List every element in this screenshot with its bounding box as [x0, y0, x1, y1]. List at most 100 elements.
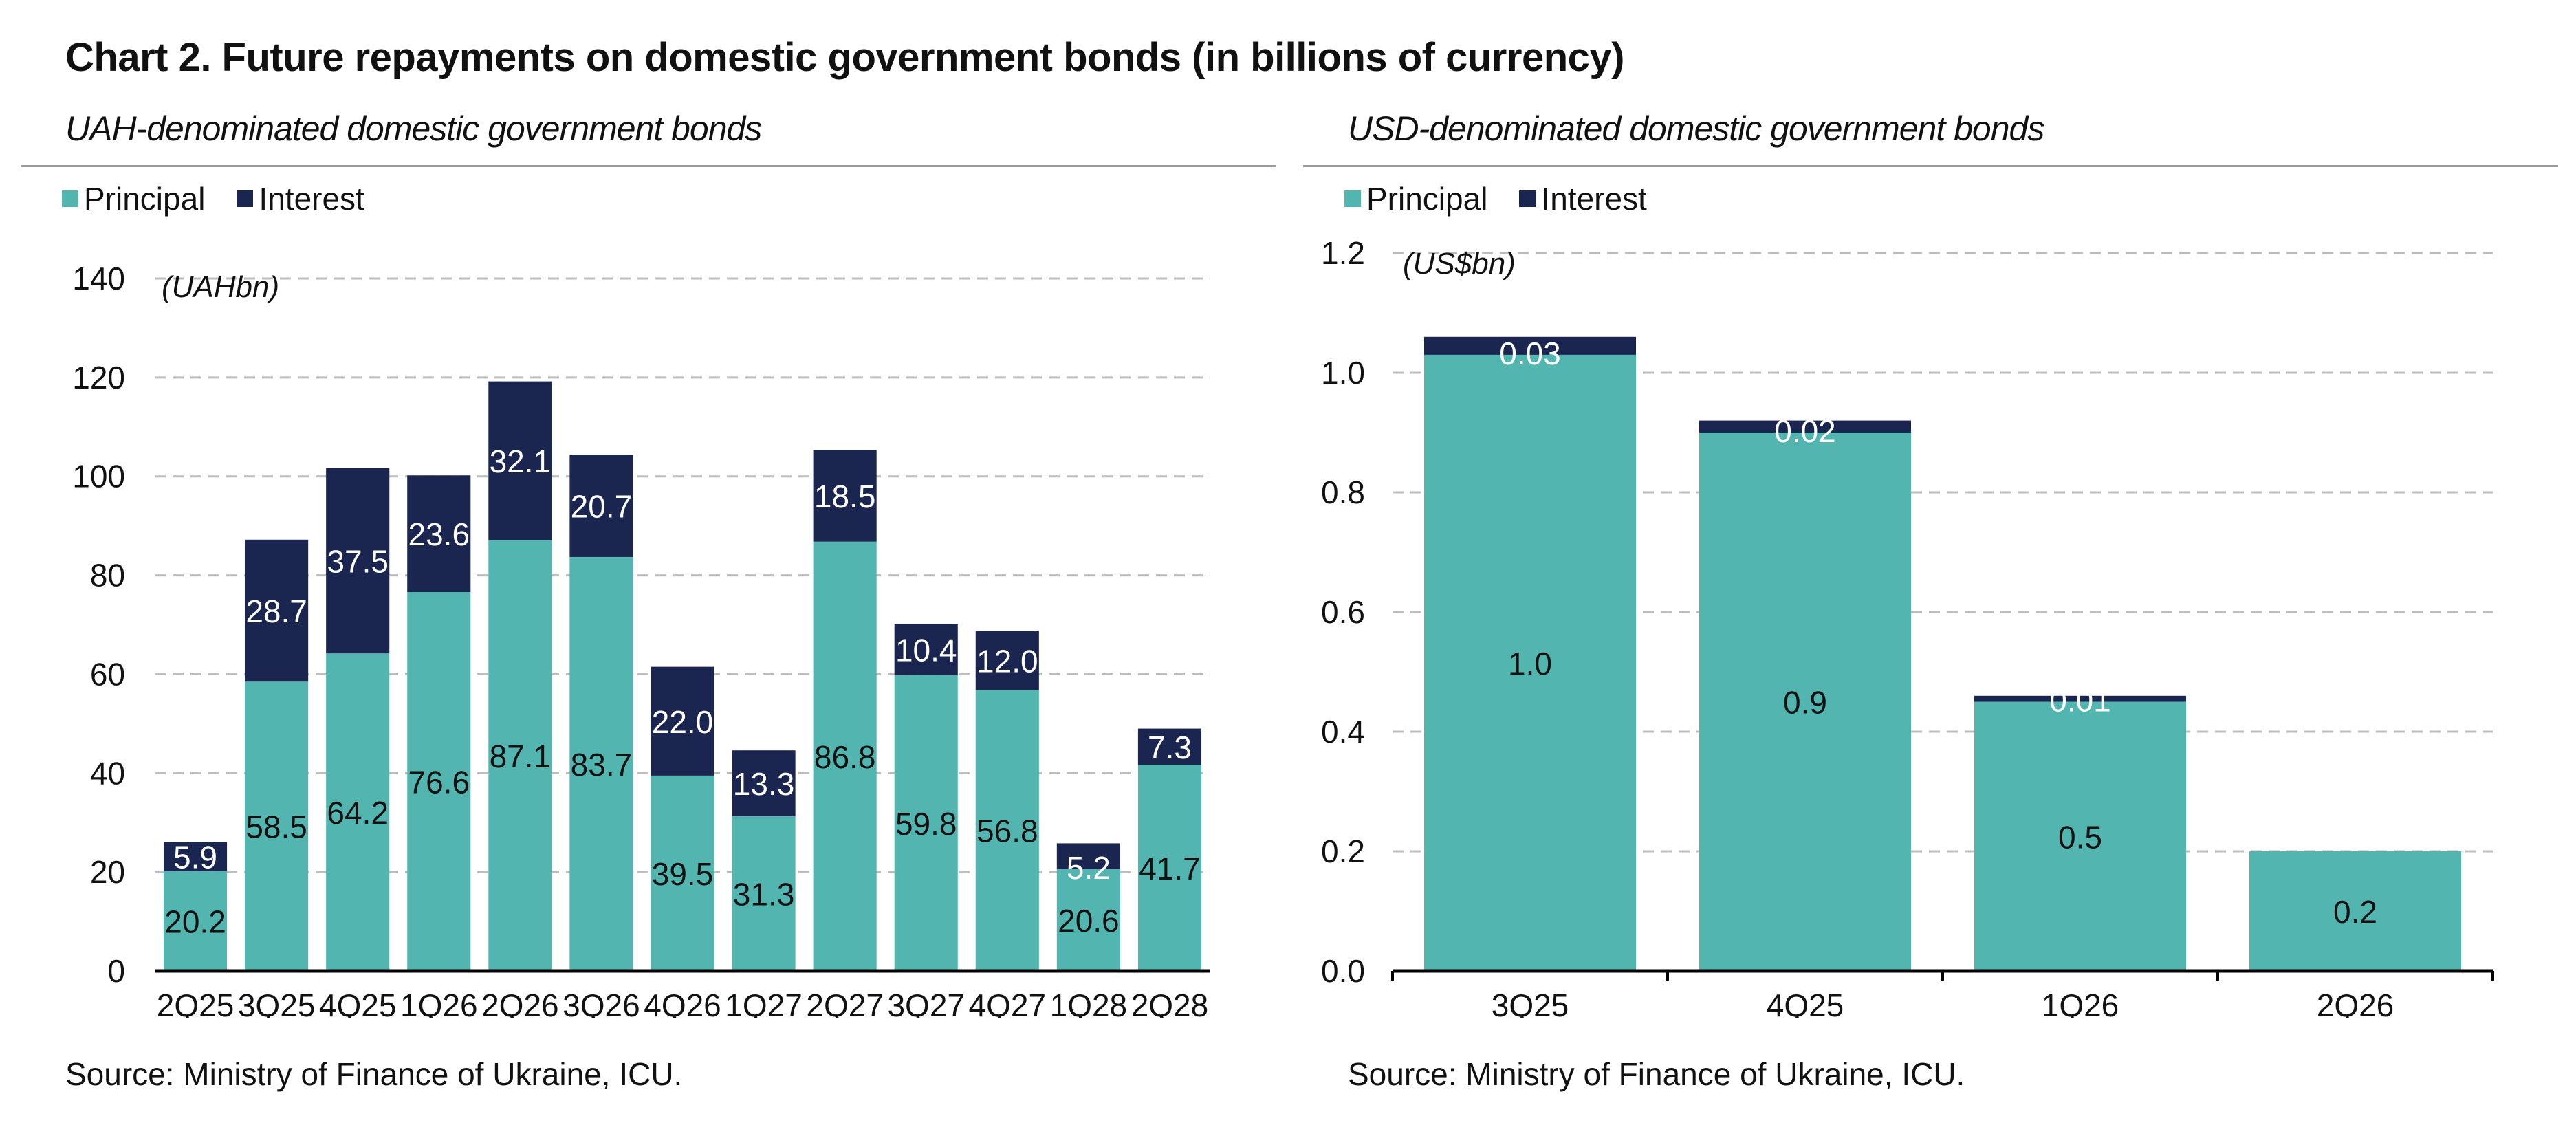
uah-bar-interest	[651, 666, 714, 776]
uah-y-tick-label: 20	[90, 854, 125, 890]
uah-y-tick-label: 40	[90, 755, 125, 791]
usd-legend-principal: Principal	[1344, 180, 1487, 217]
usd-bar-principal	[2249, 851, 2461, 971]
uah-x-tick-label: 3Q26	[563, 987, 640, 1018]
uah-principal-data-label: 87.1	[490, 739, 552, 774]
uah-bar-principal	[407, 592, 471, 971]
usd-x-tick-label: 3Q25	[1492, 987, 1569, 1018]
chart-title: Chart 2. Future repayments on domestic g…	[65, 35, 1624, 80]
uah-bar-interest	[894, 624, 958, 675]
uah-bar-chart: 0 20 40 60 80 100 120 140 (UAHbn) 20.2 5.9 2Q25 58.5…	[72, 261, 1210, 1018]
uah-x-tick-label: 2Q25	[157, 987, 234, 1018]
uah-chart-subtitle: UAH-denominated domestic government bond…	[65, 109, 762, 148]
usd-x-tick-label: 4Q25	[1767, 987, 1844, 1018]
usd-chart-subtitle: USD-denominated domestic government bond…	[1348, 109, 2044, 148]
uah-principal-data-label: 20.6	[1058, 903, 1120, 939]
uah-bar-principal	[488, 540, 552, 971]
uah-interest-data-label: 5.9	[173, 839, 217, 875]
usd-bar-interest	[1699, 420, 1911, 433]
uah-bar-interest	[732, 750, 796, 816]
usd-source-note: Source: Ministry of Finance of Ukraine, …	[1348, 1056, 1965, 1092]
uah-bar-principal	[326, 653, 390, 971]
uah-interest-data-label: 7.3	[1148, 730, 1192, 765]
principal-swatch-icon	[1344, 190, 1361, 207]
uah-y-tick-label: 120	[72, 360, 125, 395]
uah-bar-interest	[488, 381, 552, 540]
usd-y-tick-label: 1.2	[1321, 235, 1365, 271]
uah-legend-principal-label: Principal	[84, 181, 206, 217]
uah-y-tick-label: 100	[72, 459, 125, 494]
uah-bar-principal	[245, 681, 309, 971]
uah-legend-interest: Interest	[237, 180, 364, 217]
uah-bar-principal	[163, 871, 228, 971]
usd-legend-interest: Interest	[1519, 180, 1647, 217]
usd-interest-data-label: 0.03	[1499, 336, 1561, 371]
uah-bar-principal	[894, 675, 958, 971]
uah-bar-interest	[407, 475, 471, 593]
uah-y-tick-label: 60	[90, 656, 125, 692]
uah-x-tick-label: 4Q26	[644, 987, 721, 1018]
uah-bar-principal	[569, 556, 633, 971]
usd-x-tick-label: 2Q26	[2317, 987, 2394, 1018]
uah-x-tick-label: 3Q27	[887, 987, 965, 1018]
uah-interest-data-label: 22.0	[652, 704, 714, 740]
usd-principal-data-label: 0.5	[2058, 819, 2102, 855]
usd-principal-data-label: 0.2	[2333, 894, 2377, 930]
usd-header-divider	[1303, 165, 2558, 167]
interest-swatch-icon	[1519, 190, 1536, 207]
uah-bar-principal	[651, 775, 714, 971]
uah-interest-data-label: 23.6	[408, 516, 470, 552]
uah-y-tick-label: 140	[72, 261, 125, 296]
uah-x-tick-label: 1Q27	[725, 987, 803, 1018]
uah-bar-interest	[813, 450, 877, 542]
uah-chart-panel: UAH-denominated domestic government bond…	[21, 0, 1276, 1125]
uah-principal-data-label: 86.8	[814, 739, 876, 775]
uah-x-tick-label: 2Q28	[1131, 987, 1209, 1018]
uah-interest-data-label: 28.7	[245, 593, 307, 629]
uah-principal-data-label: 58.5	[245, 809, 307, 845]
uah-interest-data-label: 18.5	[814, 479, 876, 514]
uah-bar-interest	[245, 539, 309, 682]
usd-bar-principal	[1699, 433, 1911, 971]
usd-y-tick-label: 0.6	[1321, 594, 1365, 630]
uah-legend-interest-label: Interest	[259, 181, 364, 217]
uah-interest-data-label: 37.5	[327, 543, 389, 579]
usd-principal-data-label: 0.9	[1783, 685, 1827, 721]
uah-x-tick-label: 3Q25	[238, 987, 316, 1018]
uah-interest-data-label: 32.1	[490, 444, 552, 479]
uah-y-tick-label: 0	[107, 953, 125, 989]
usd-bar-interest	[1974, 695, 2186, 702]
usd-unit-label: (US$bn)	[1403, 247, 1516, 281]
uah-principal-data-label: 20.2	[164, 904, 226, 939]
uah-source-note: Source: Ministry of Finance of Ukraine, …	[65, 1056, 683, 1092]
usd-y-tick-label: 1.0	[1321, 355, 1365, 391]
uah-interest-data-label: 10.4	[895, 632, 957, 668]
uah-interest-data-label: 13.3	[733, 766, 795, 802]
usd-y-tick-label: 0.0	[1321, 953, 1365, 989]
uah-interest-data-label: 20.7	[571, 489, 633, 525]
usd-legend-interest-label: Interest	[1541, 181, 1647, 217]
uah-bar-principal	[1056, 869, 1120, 971]
usd-chart-panel: USD-denominated domestic government bond…	[1303, 0, 2558, 1125]
uah-principal-data-label: 31.3	[733, 876, 795, 912]
uah-x-tick-label: 4Q25	[319, 987, 397, 1018]
uah-x-tick-label: 1Q28	[1050, 987, 1128, 1018]
uah-interest-data-label: 5.2	[1067, 850, 1111, 886]
uah-principal-data-label: 83.7	[571, 747, 633, 783]
interest-swatch-icon	[237, 190, 254, 207]
usd-y-tick-label: 0.4	[1321, 714, 1365, 750]
usd-legend-principal-label: Principal	[1366, 181, 1488, 217]
uah-bar-interest	[1137, 728, 1202, 765]
uah-principal-data-label: 76.6	[408, 765, 470, 800]
usd-y-tick-label: 0.2	[1321, 833, 1365, 869]
usd-principal-data-label: 1.0	[1508, 646, 1552, 681]
uah-bar-principal	[1137, 765, 1202, 971]
uah-x-tick-label: 1Q26	[400, 987, 478, 1018]
uah-bar-interest	[569, 455, 633, 557]
uah-legend: Principal Interest	[62, 180, 396, 217]
uah-principal-data-label: 39.5	[652, 856, 714, 892]
usd-bar-chart: 0.0 0.2 0.4 0.6 0.8 1.0 1.2 (US$bn) 1.0 0.03 3Q25 0…	[1321, 235, 2494, 1018]
uah-principal-data-label: 59.8	[895, 806, 957, 842]
usd-legend: Principal Interest	[1344, 180, 1679, 217]
usd-interest-data-label: 0.01	[2049, 683, 2111, 719]
